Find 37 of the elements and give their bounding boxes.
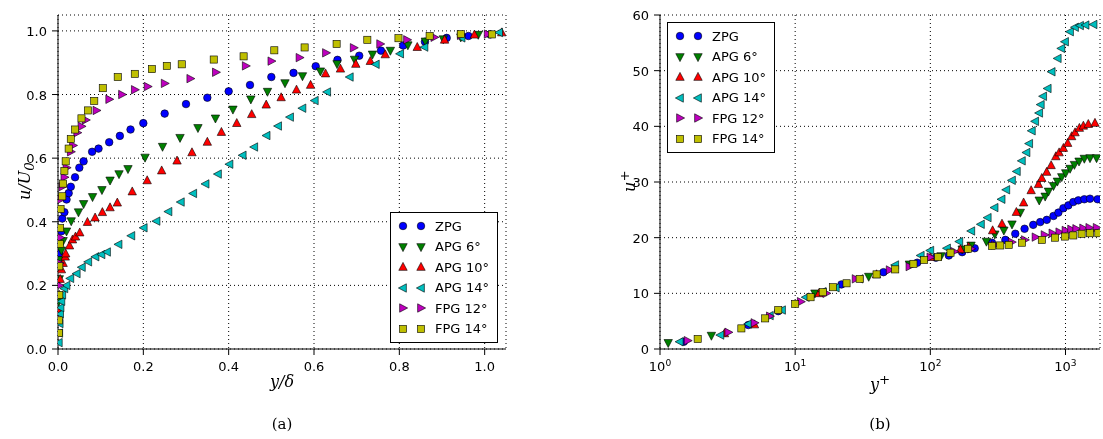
x-tick-label: 10$^{0}$ (648, 358, 672, 374)
legend-label: APG 6° (712, 49, 758, 65)
y-tick-label: 0.4 (26, 214, 47, 230)
y-tick-label: 20 (632, 230, 649, 246)
legend-label: APG 10° (712, 69, 766, 85)
x-tick-label: 10$^{2}$ (919, 358, 942, 374)
legend-label: FPG 12° (712, 110, 765, 126)
x-tick-label: 0.4 (218, 359, 240, 374)
legend-label: ZPG (435, 218, 462, 234)
x-tick-label: 1.0 (474, 359, 496, 374)
x-tick-label: 0.6 (303, 359, 325, 374)
legend-label: ZPG (712, 28, 739, 44)
legend-label: FPG 12° (435, 300, 488, 316)
x-tick-label: 0.8 (388, 359, 410, 374)
y-tick-label: 60 (632, 8, 649, 23)
x-axis-title: y/δ (269, 372, 295, 391)
y-tick-label: 0.2 (26, 278, 47, 294)
y-tick-label: 40 (632, 119, 649, 135)
y-tick-label: 1.0 (26, 23, 47, 39)
y-tick-label: 0 (640, 342, 649, 357)
text: (b) (868, 415, 892, 433)
x-tick-label: 0.2 (132, 359, 154, 374)
y-tick-label: 0.8 (26, 87, 47, 103)
y-tick-label: 0.0 (26, 342, 47, 357)
legend-label: APG 10° (435, 259, 489, 275)
x-tick-label: 0.0 (47, 359, 69, 374)
legend-label: APG 14° (435, 280, 489, 296)
x-axis-title: y$^{+}$ (869, 372, 891, 395)
y-tick-label: 10 (632, 286, 649, 302)
legend-label: FPG 14° (712, 131, 765, 147)
x-tick-label: 10$^{1}$ (783, 358, 807, 374)
y-tick-label: 50 (632, 63, 649, 79)
legend-label: APG 14° (712, 90, 766, 106)
legend-label: FPG 14° (435, 321, 488, 337)
text: (a) (270, 415, 294, 433)
x-tick-label: 10$^{3}$ (1054, 358, 1077, 374)
legend-label: APG 6° (435, 239, 481, 255)
